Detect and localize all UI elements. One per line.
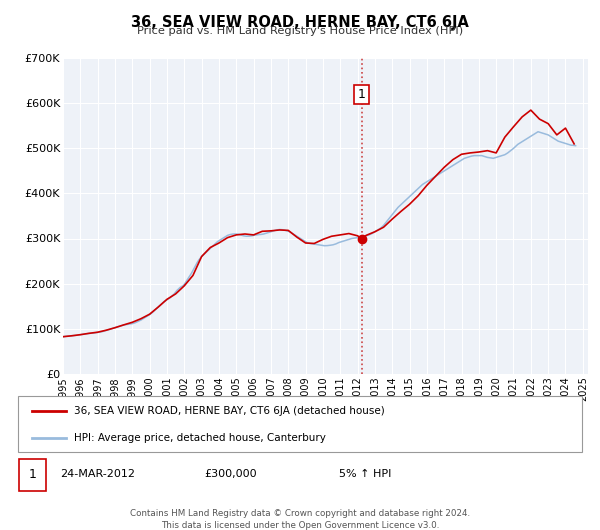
Text: Contains HM Land Registry data © Crown copyright and database right 2024.
This d: Contains HM Land Registry data © Crown c… [130,509,470,530]
Text: 5% ↑ HPI: 5% ↑ HPI [340,469,392,479]
Text: 36, SEA VIEW ROAD, HERNE BAY, CT6 6JA (detached house): 36, SEA VIEW ROAD, HERNE BAY, CT6 6JA (d… [74,407,385,417]
Text: 1: 1 [29,467,37,481]
Text: £300,000: £300,000 [204,469,257,479]
Text: 1: 1 [358,88,365,101]
Text: HPI: Average price, detached house, Canterbury: HPI: Average price, detached house, Cant… [74,432,326,443]
FancyBboxPatch shape [19,459,46,491]
Text: Price paid vs. HM Land Registry's House Price Index (HPI): Price paid vs. HM Land Registry's House … [137,26,463,37]
FancyBboxPatch shape [18,396,582,452]
Text: 24-MAR-2012: 24-MAR-2012 [60,469,136,479]
Text: 36, SEA VIEW ROAD, HERNE BAY, CT6 6JA: 36, SEA VIEW ROAD, HERNE BAY, CT6 6JA [131,15,469,30]
